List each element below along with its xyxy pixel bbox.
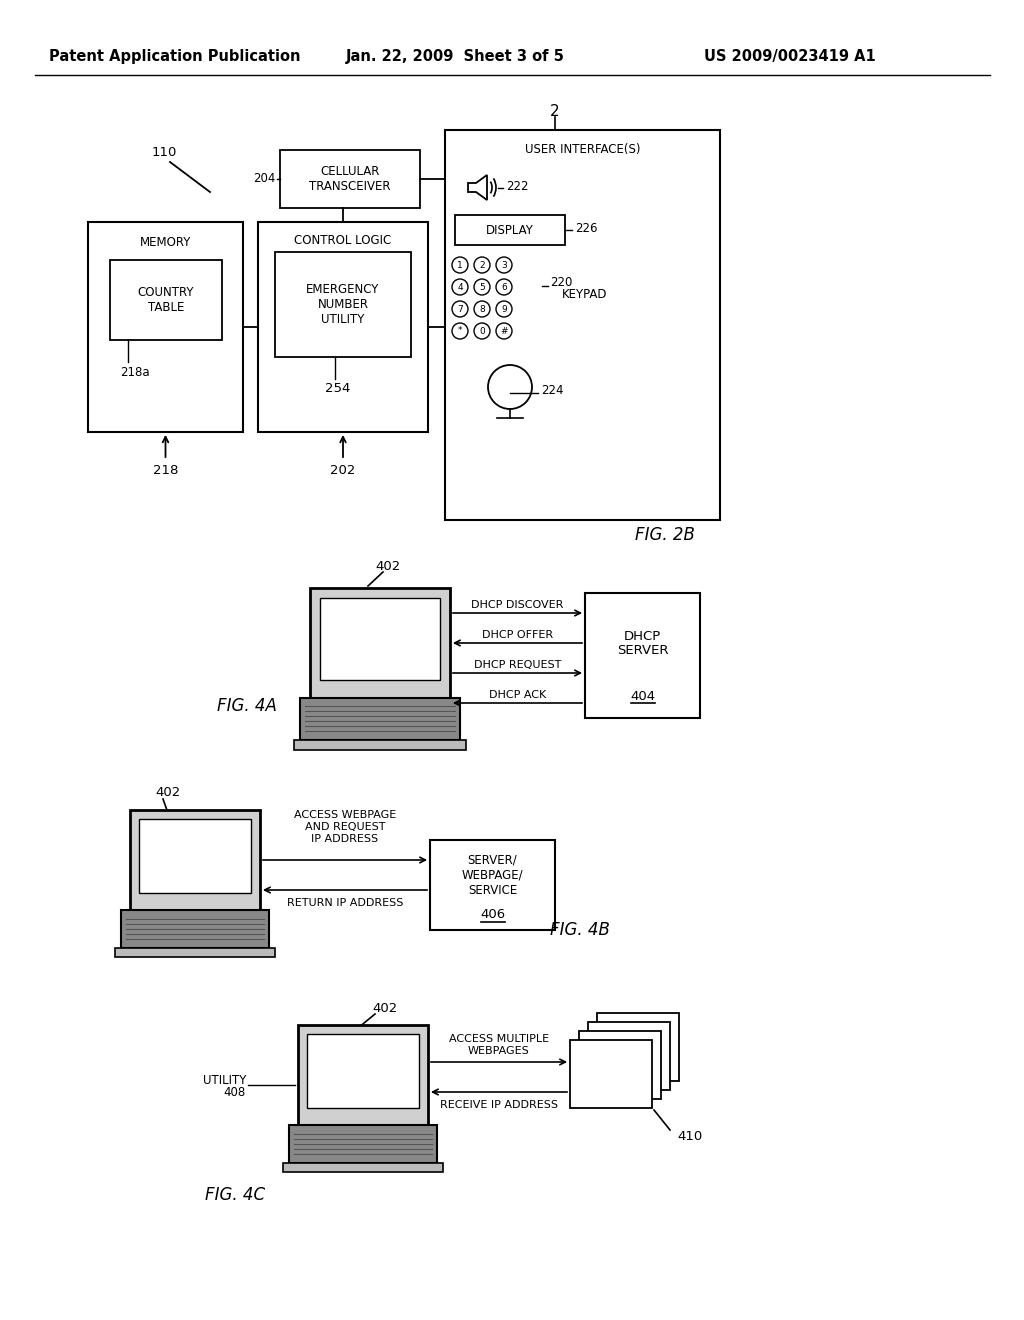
Text: 9: 9 — [501, 305, 507, 314]
Text: 8: 8 — [479, 305, 485, 314]
Text: DHCP ACK: DHCP ACK — [488, 690, 546, 700]
Text: 220: 220 — [550, 276, 572, 289]
Text: UTILITY: UTILITY — [203, 1073, 246, 1086]
Bar — [585, 593, 700, 718]
Bar — [570, 1040, 652, 1107]
Text: 402: 402 — [376, 560, 400, 573]
Bar — [430, 840, 555, 931]
Bar — [289, 1125, 437, 1163]
Text: 410: 410 — [677, 1130, 702, 1143]
Bar — [121, 909, 269, 948]
Text: 2: 2 — [550, 104, 560, 120]
Text: DHCP
SERVER: DHCP SERVER — [616, 630, 669, 657]
Text: FIG. 4C: FIG. 4C — [205, 1185, 265, 1204]
Text: 3: 3 — [501, 260, 507, 269]
Text: 218: 218 — [153, 463, 178, 477]
Text: CONTROL LOGIC: CONTROL LOGIC — [294, 234, 391, 247]
Text: EMERGENCY
NUMBER
UTILITY: EMERGENCY NUMBER UTILITY — [306, 282, 380, 326]
Text: ACCESS MULTIPLE
WEBPAGES: ACCESS MULTIPLE WEBPAGES — [449, 1034, 549, 1056]
Text: KEYPAD: KEYPAD — [562, 289, 607, 301]
Bar — [88, 222, 243, 432]
Bar — [300, 698, 460, 741]
Bar — [579, 1031, 662, 1100]
Text: DHCP DISCOVER: DHCP DISCOVER — [471, 601, 563, 610]
Text: 402: 402 — [373, 1002, 397, 1015]
Text: 222: 222 — [506, 181, 528, 194]
Text: 408: 408 — [224, 1085, 246, 1098]
Bar — [597, 1012, 679, 1081]
Text: MEMORY: MEMORY — [140, 235, 191, 248]
Text: 110: 110 — [152, 147, 177, 160]
Bar — [319, 598, 440, 680]
Text: 404: 404 — [630, 689, 655, 702]
Text: FIG. 4A: FIG. 4A — [217, 697, 276, 715]
Text: Patent Application Publication: Patent Application Publication — [49, 49, 301, 65]
Bar — [110, 260, 222, 341]
Text: #: # — [501, 326, 508, 335]
Text: RECEIVE IP ADDRESS: RECEIVE IP ADDRESS — [440, 1100, 558, 1110]
Text: CELLULAR
TRANSCEIVER: CELLULAR TRANSCEIVER — [309, 165, 391, 193]
Text: 226: 226 — [575, 222, 597, 235]
Text: 5: 5 — [479, 282, 485, 292]
Bar — [310, 587, 450, 698]
Text: FIG. 2B: FIG. 2B — [635, 525, 695, 544]
Bar — [294, 741, 466, 750]
Bar — [283, 1163, 443, 1172]
Text: 0: 0 — [479, 326, 485, 335]
Bar — [298, 1026, 428, 1125]
Text: DHCP REQUEST: DHCP REQUEST — [474, 660, 561, 671]
Text: RETURN IP ADDRESS: RETURN IP ADDRESS — [287, 898, 403, 908]
Bar — [445, 129, 720, 520]
Text: USER INTERFACE(S): USER INTERFACE(S) — [525, 144, 641, 157]
Text: 2: 2 — [479, 260, 484, 269]
Text: 202: 202 — [331, 463, 355, 477]
Text: DISPLAY: DISPLAY — [486, 223, 534, 236]
Bar — [455, 215, 565, 246]
Text: Jan. 22, 2009  Sheet 3 of 5: Jan. 22, 2009 Sheet 3 of 5 — [345, 49, 564, 65]
Bar — [588, 1022, 670, 1090]
Text: SERVER/
WEBPAGE/
SERVICE: SERVER/ WEBPAGE/ SERVICE — [462, 854, 523, 896]
Text: 218a: 218a — [120, 366, 150, 379]
Bar — [307, 1034, 419, 1107]
Text: US 2009/0023419 A1: US 2009/0023419 A1 — [705, 49, 876, 65]
Text: 7: 7 — [457, 305, 463, 314]
Text: 204: 204 — [253, 173, 275, 186]
Bar — [130, 810, 260, 909]
Bar — [258, 222, 428, 432]
Bar — [139, 818, 251, 894]
Text: 1: 1 — [457, 260, 463, 269]
Bar — [275, 252, 411, 356]
Bar — [115, 948, 275, 957]
Text: FIG. 4B: FIG. 4B — [550, 921, 610, 939]
Text: 6: 6 — [501, 282, 507, 292]
Text: 406: 406 — [480, 908, 505, 921]
Text: 402: 402 — [155, 787, 180, 800]
Text: COUNTRY
TABLE: COUNTRY TABLE — [138, 286, 195, 314]
Text: ACCESS WEBPAGE
AND REQUEST
IP ADDRESS: ACCESS WEBPAGE AND REQUEST IP ADDRESS — [294, 810, 396, 843]
Text: DHCP OFFER: DHCP OFFER — [482, 630, 553, 640]
Text: 4: 4 — [457, 282, 463, 292]
Text: 254: 254 — [326, 383, 350, 396]
Text: 224: 224 — [541, 384, 563, 397]
Text: *: * — [458, 326, 462, 335]
Bar — [280, 150, 420, 209]
